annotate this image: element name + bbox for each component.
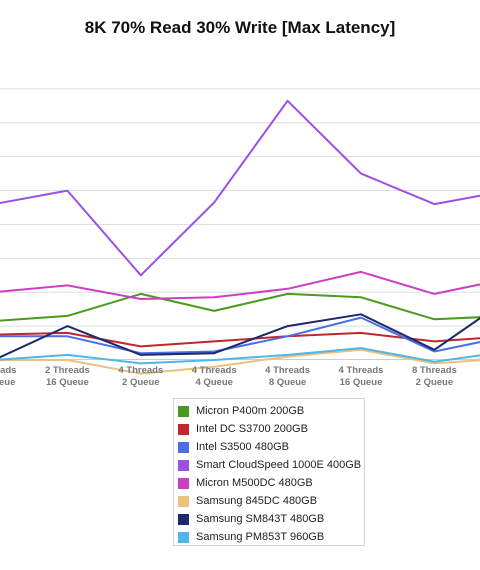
legend-label: Intel S3500 480GB [196, 441, 289, 453]
legend-swatch [178, 495, 189, 507]
series-line-4 [0, 99, 480, 277]
legend-label: Micron M500DC 480GB [196, 477, 313, 489]
series-line-1 [0, 292, 480, 322]
series-line-6 [0, 348, 480, 375]
legend: Micron P400m 200GB Intel DC S3700 200GB In… [173, 398, 365, 546]
series-line-7 [0, 313, 480, 359]
series-line-2 [0, 331, 480, 348]
x-tick-label: 4 Threads 2 Queue [118, 365, 163, 388]
x-tick-label: 2 Threads 16 Queue [45, 365, 90, 388]
legend-item: Micron M500DC 480GB [178, 474, 360, 492]
x-tick-label: 4 Threads 8 Queue [265, 365, 310, 388]
legend-item: Micron P400m 200GB [178, 402, 360, 420]
legend-item: Samsung SM843T 480GB [178, 510, 360, 528]
x-tick-label: 4 Threads 16 Queue [339, 365, 384, 388]
legend-item: Intel DC S3700 200GB [178, 420, 360, 438]
legend-label: Samsung PM853T 960GB [196, 531, 325, 543]
legend-swatch [178, 459, 189, 471]
legend-swatch [178, 423, 189, 435]
legend-label: Micron P400m 200GB [196, 405, 305, 417]
legend-label: Intel DC S3700 200GB [196, 423, 308, 435]
grid-lines [0, 88, 480, 327]
legend-swatch [178, 405, 189, 417]
legend-swatch [178, 531, 189, 543]
legend-label: Smart CloudSpeed 1000E 400GB [196, 459, 362, 471]
legend-swatch [178, 477, 189, 489]
legend-item: Intel S3500 480GB [178, 438, 360, 456]
legend-swatch [178, 441, 189, 453]
chart-title: 8K 70% Read 30% Write [Max Latency] [84, 18, 396, 37]
series-line-8 [0, 347, 480, 365]
legend-item: Samsung PM853T 960GB [178, 528, 360, 546]
legend-item: Samsung 845DC 480GB [178, 492, 360, 510]
series-lines [0, 99, 480, 375]
series-line-5 [0, 270, 480, 300]
x-tick-label: 4 Threads 4 Queue [192, 365, 237, 388]
series-line-3 [0, 316, 480, 355]
legend-item: Smart CloudSpeed 1000E 400GB [178, 456, 362, 474]
x-tick-label: 8 Threads 2 Queue [412, 365, 457, 388]
legend-label: Samsung SM843T 480GB [196, 513, 325, 525]
legend-swatch [178, 513, 189, 525]
legend-label: Samsung 845DC 480GB [196, 495, 318, 507]
